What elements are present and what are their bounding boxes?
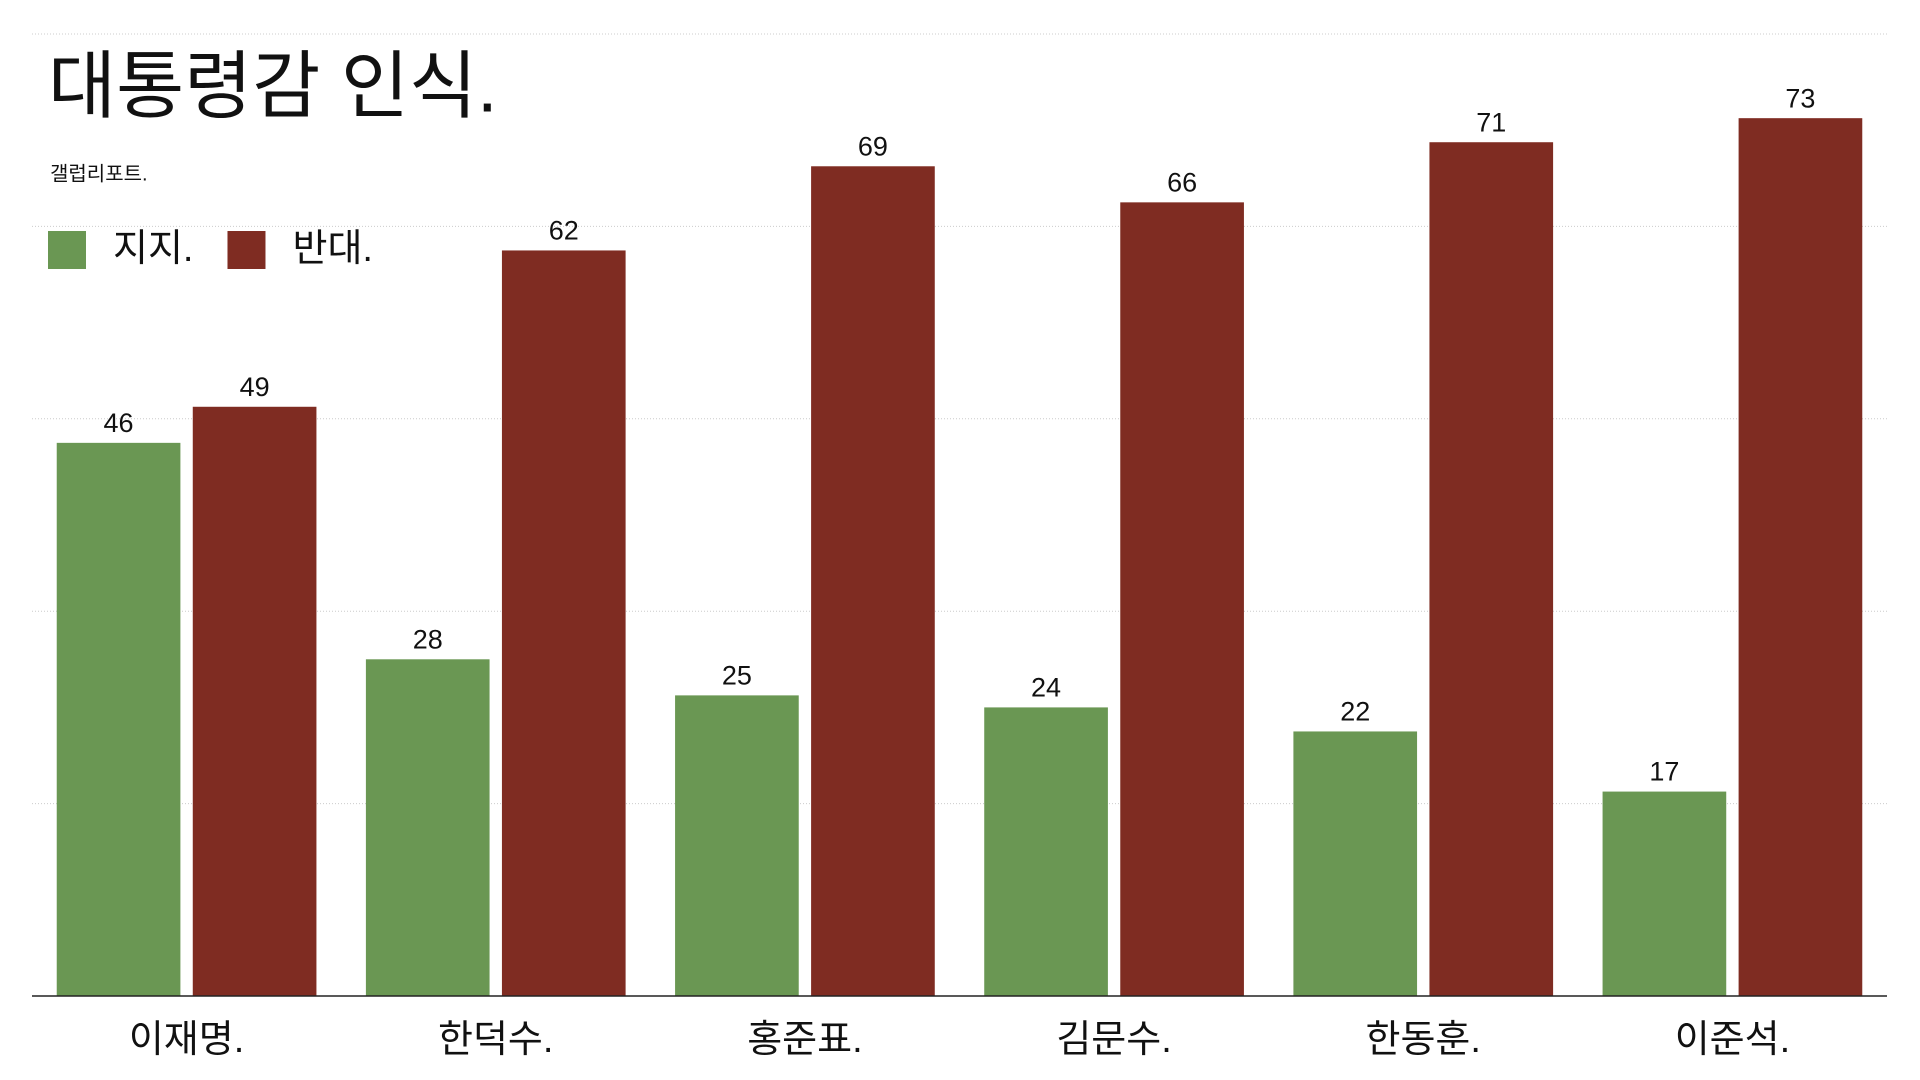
bar xyxy=(1429,142,1554,997)
x-tick-label: 한덕수. xyxy=(438,1019,553,1061)
value-label: 24 xyxy=(1031,673,1061,703)
legend-label: 반대. xyxy=(292,228,372,270)
value-label: 17 xyxy=(1649,757,1679,787)
value-label: 28 xyxy=(413,624,443,654)
legend-label: 지지. xyxy=(113,228,193,270)
bar xyxy=(501,250,626,996)
bar xyxy=(675,695,799,996)
value-label: 46 xyxy=(104,408,134,438)
chart-subtitle: 갤럽리포트. xyxy=(50,162,148,185)
x-tick-label: 이준석. xyxy=(1675,1019,1790,1061)
x-tick-label: 한동훈. xyxy=(1366,1019,1481,1061)
bar xyxy=(1602,791,1727,996)
x-tick-label: 김문수. xyxy=(1056,1019,1171,1061)
bar xyxy=(811,166,935,996)
x-tick-label: 이재명. xyxy=(129,1019,244,1061)
value-label: 73 xyxy=(1785,83,1815,113)
value-label: 25 xyxy=(722,661,752,691)
x-tick-label: 홍준표. xyxy=(747,1019,862,1061)
legend-swatch xyxy=(48,231,86,269)
value-label: 66 xyxy=(1167,167,1197,197)
bar xyxy=(1120,202,1244,997)
value-label: 49 xyxy=(240,372,270,402)
value-label: 69 xyxy=(858,131,888,161)
value-label: 62 xyxy=(549,216,579,246)
chart-title: 대통령감 인식. xyxy=(48,45,498,128)
bar xyxy=(56,442,181,997)
legend-swatch xyxy=(227,231,266,269)
value-label: 22 xyxy=(1340,697,1370,727)
bar xyxy=(192,406,317,996)
bar xyxy=(1293,731,1418,996)
bar xyxy=(1738,118,1863,997)
value-label: 71 xyxy=(1476,107,1506,137)
bar xyxy=(365,659,490,996)
bar xyxy=(984,707,1108,996)
